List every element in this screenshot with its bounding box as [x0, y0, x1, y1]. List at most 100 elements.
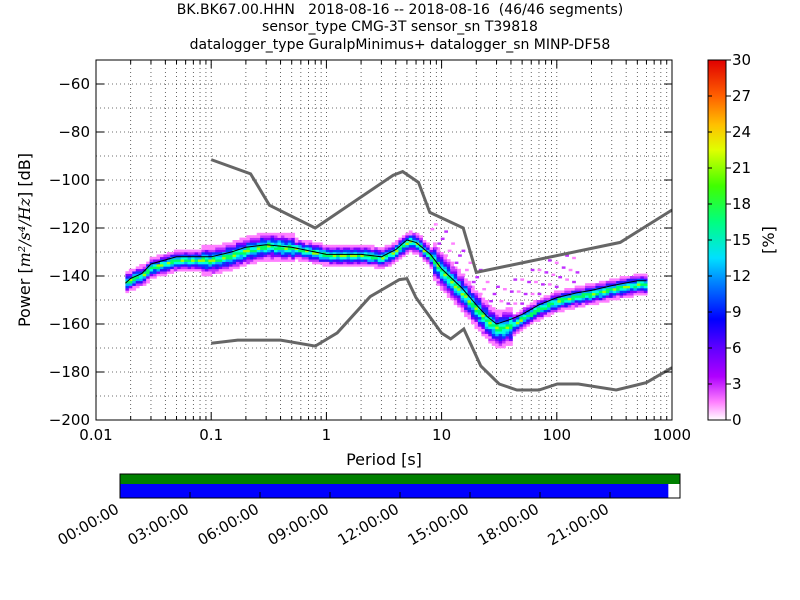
psd-cell [509, 321, 513, 325]
psd-cell [149, 273, 154, 277]
psd-cell [301, 254, 306, 258]
psd-cell [471, 285, 475, 289]
psd-cell [201, 273, 206, 277]
psd-cell [377, 256, 382, 260]
psd-cell [422, 254, 427, 258]
psd-cell [481, 324, 486, 327]
psd-cell [571, 304, 575, 308]
psd-cell [623, 288, 627, 291]
psd-cell [384, 244, 389, 248]
psd-cell [564, 302, 569, 306]
psd-cell [267, 254, 271, 258]
psd-cell [363, 252, 368, 255]
timeline-tick-label: 18:00:00 [475, 500, 542, 549]
psd-cell [429, 249, 434, 253]
psd-cell [640, 283, 645, 286]
psd-cell [609, 280, 614, 284]
psd-cell [626, 278, 631, 282]
psd-cell [315, 244, 320, 248]
colorbar-tick-label: 24 [732, 123, 751, 141]
psd-cell [436, 259, 441, 262]
psd-cell [412, 252, 417, 255]
psd-cell [432, 264, 437, 267]
psd-cell [305, 247, 309, 250]
colorbar-tick-label: 18 [732, 195, 751, 213]
psd-cell [132, 285, 137, 289]
psd-cell [478, 292, 483, 296]
psd-cell [163, 256, 168, 260]
psd-cell [339, 252, 344, 255]
psd-cell [201, 266, 206, 270]
psd-cell [398, 240, 403, 243]
psd-cell [253, 256, 258, 260]
psd-cell [477, 316, 482, 320]
psd-cell [619, 292, 624, 296]
psd-cell [322, 259, 327, 262]
psd-cell [253, 240, 258, 243]
psd-cell [636, 290, 641, 294]
psd-cell [287, 256, 292, 260]
psd-cell [170, 254, 175, 258]
psd-cell [336, 247, 340, 250]
psd-cell [156, 271, 161, 274]
psd-cell [287, 244, 292, 248]
psd-cell [156, 254, 161, 258]
colorbar-tick-label: 9 [732, 303, 742, 321]
psd-cell [505, 333, 510, 337]
psd-cell [394, 244, 399, 248]
psd-cell [184, 259, 188, 262]
psd-cell [239, 252, 244, 255]
psd-cell [208, 256, 213, 260]
y-tick-label: −80 [58, 123, 90, 141]
psd-cell [350, 249, 354, 253]
psd-cell [159, 261, 164, 265]
psd-cell [191, 254, 195, 258]
psd-cell [460, 302, 465, 306]
psd-cell [619, 285, 624, 289]
psd-cell [156, 259, 161, 262]
psd-cell [426, 254, 430, 258]
psd-cell [474, 309, 479, 313]
psd-cell [163, 266, 168, 270]
psd-cell [274, 259, 278, 262]
psd-cell [135, 278, 140, 282]
psd-cell [526, 312, 531, 315]
psd-cell [467, 300, 472, 303]
psd-cell [633, 273, 638, 277]
psd-cell [636, 292, 641, 296]
psd-cell [471, 295, 475, 298]
psd-cell [308, 242, 313, 246]
psd-cell [633, 288, 638, 291]
psd-cell [153, 273, 157, 277]
psd-cell [329, 264, 334, 267]
psd-cell [166, 261, 171, 265]
psd-cell [356, 247, 361, 250]
psd-cell [471, 292, 475, 296]
psd-cell [336, 252, 340, 255]
psd-cell [432, 254, 437, 258]
psd-cell [332, 264, 337, 267]
psd-cell [187, 259, 192, 262]
psd-cell [232, 259, 237, 262]
psd-cell [488, 326, 493, 330]
psd-cell [384, 259, 389, 262]
psd-cell [612, 290, 617, 294]
psd-cell [439, 278, 444, 282]
psd-cell [516, 290, 521, 293]
psd-cell [474, 304, 479, 308]
psd-cell [284, 232, 289, 236]
psd-cell [394, 242, 399, 246]
psd-cell [450, 290, 455, 294]
psd-cell [612, 288, 617, 291]
psd-cell [564, 307, 569, 310]
timeline-tick-label: 12:00:00 [335, 500, 402, 549]
psd-cell [184, 268, 188, 272]
psd-cell [194, 252, 199, 255]
psd-cell [225, 254, 230, 258]
psd-cell [636, 288, 641, 291]
psd-cell [274, 256, 278, 260]
psd-cell [529, 321, 534, 325]
psd-cell [536, 302, 541, 306]
psd-cell [467, 283, 472, 286]
psd-cell [598, 283, 603, 286]
